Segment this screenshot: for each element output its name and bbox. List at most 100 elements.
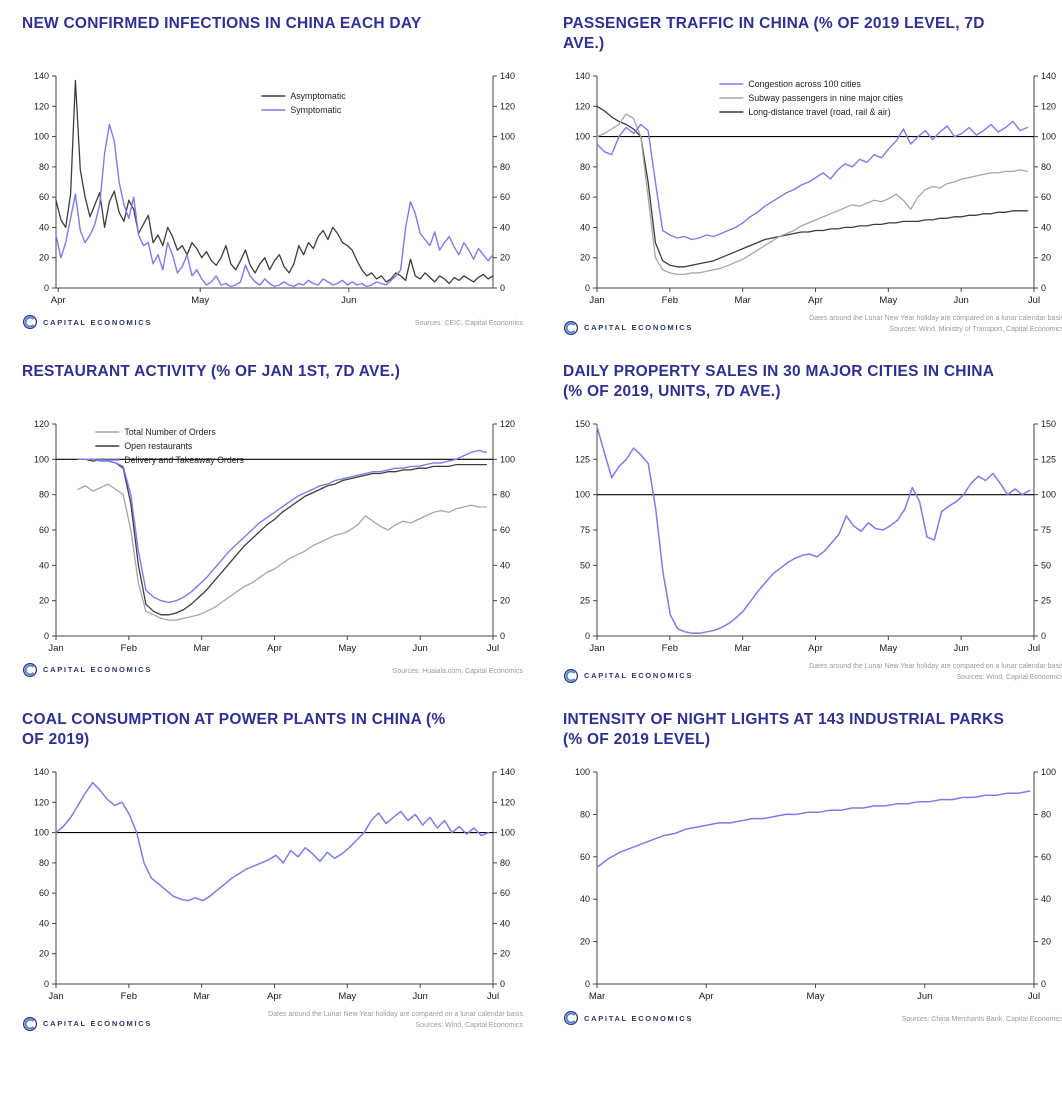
legend-label: Congestion across 100 cities	[748, 79, 861, 89]
y-tick-label: 0	[585, 283, 590, 293]
series-line	[596, 426, 1031, 635]
y-tick-label: 80	[580, 810, 590, 820]
x-tick-label: Jul	[487, 991, 499, 1002]
x-tick-label: Jul	[1028, 643, 1040, 654]
series-line	[596, 120, 1029, 241]
y-tick-label: 0	[1041, 979, 1046, 989]
x-tick-label: Jun	[953, 643, 968, 654]
brand-name: CAPITAL ECONOMICS	[584, 671, 694, 681]
plot-area: 0 0 20 20 40 40 60 60 80 80 100 100 120 120 140 140 Jan F…	[34, 767, 515, 1002]
y-tick-label: 25	[580, 596, 590, 606]
x-tick-label: Apr	[808, 643, 823, 654]
y-tick-label: 0	[585, 979, 590, 989]
y-tick-label: 40	[1041, 894, 1051, 904]
chart-card: NEW CONFIRMED INFECTIONS IN CHINA EACH D…	[22, 10, 527, 336]
x-tick-label: Apr	[808, 295, 823, 306]
y-tick-label: 0	[1041, 631, 1046, 641]
chart-note: Dates around the Lunar New Year holiday …	[268, 1011, 523, 1019]
capital-economics-logo-icon	[564, 668, 578, 683]
series-line	[55, 782, 490, 902]
y-tick-label: 60	[580, 852, 590, 862]
y-tick-label: 100	[500, 132, 515, 142]
y-tick-label: 20	[500, 949, 510, 959]
series-line	[596, 113, 1029, 276]
legend: Congestion across 100 cities Subway passe…	[719, 79, 903, 117]
chart-footer: CAPITAL ECONOMICS Dates around the Lunar…	[22, 1010, 527, 1032]
x-tick-label: Jan	[589, 643, 604, 654]
y-tick-label: 100	[575, 490, 590, 500]
series-line	[55, 79, 494, 285]
chart-footer: CAPITAL ECONOMICS Sources: China Merchan…	[563, 1010, 1062, 1026]
chart-footer: CAPITAL ECONOMICS Dates around the Lunar…	[563, 314, 1062, 336]
chart-footer: CAPITAL ECONOMICS Sources: CEIC, Capital…	[22, 314, 527, 330]
x-tick-label: Jul	[1028, 991, 1040, 1002]
x-tick-label: Feb	[121, 991, 137, 1002]
line-chart: 0 0 20 20 40 40 60 60 80 80 100 100 120 120 Jan Feb Mar A…	[34, 419, 515, 654]
y-tick-label: 0	[44, 979, 49, 989]
brand-name: CAPITAL ECONOMICS	[584, 323, 694, 333]
legend-label: Symptomatic	[290, 105, 341, 115]
x-tick-label: Apr	[699, 991, 714, 1002]
chart-note: Dates around the Lunar New Year holiday …	[809, 663, 1062, 671]
x-tick-label: Mar	[734, 295, 750, 306]
y-tick-label: 50	[1041, 561, 1051, 571]
brand: CAPITAL ECONOMICS	[563, 1010, 693, 1026]
brand-name: CAPITAL ECONOMICS	[43, 1019, 153, 1029]
y-tick-label: 60	[39, 525, 49, 535]
line-chart: 0 0 25 25 50 50 75 75 100 100 125 125 150 150 Jan Feb Ma…	[575, 419, 1056, 654]
x-tick-label: May	[338, 643, 356, 654]
chart-sources: Sources: Wind, Ministry of Transport, Ca…	[889, 326, 1062, 334]
y-tick-label: 0	[500, 979, 505, 989]
y-tick-label: 20	[580, 253, 590, 263]
plot-area: 0 0 20 20 40 40 60 60 80 80 100 100 120 120 140 140 Apr M…	[34, 71, 515, 306]
y-tick-label: 80	[500, 858, 510, 868]
y-tick-label: 120	[34, 101, 49, 111]
capital-economics-logo-icon	[564, 1011, 578, 1026]
y-tick-label: 75	[580, 525, 590, 535]
y-tick-label: 100	[34, 132, 49, 142]
legend: Asymptomatic Symptomatic	[261, 91, 346, 115]
y-tick-label: 120	[575, 102, 590, 112]
chart-title: NEW CONFIRMED INFECTIONS IN CHINA EACH D…	[22, 15, 422, 32]
brand: CAPITAL ECONOMICS	[22, 662, 152, 678]
chart-sources: Sources: Wind, Capital Economics	[415, 1022, 523, 1030]
y-tick-label: 60	[1041, 852, 1051, 862]
y-tick-label: 80	[580, 162, 590, 172]
y-tick-label: 80	[500, 490, 510, 500]
chart-card: PASSENGER TRAFFIC IN CHINA (% OF 2019 LE…	[563, 10, 1062, 336]
chart-sources: Sources: Wind, Capital Economics	[956, 674, 1062, 682]
legend-label: Open restaurants	[124, 441, 193, 451]
legend-label: Long-distance travel (road, rail & air)	[748, 107, 890, 117]
y-tick-label: 50	[580, 561, 590, 571]
y-tick-label: 0	[585, 631, 590, 641]
x-tick-label: Jan	[589, 295, 604, 306]
y-tick-label: 0	[1041, 283, 1046, 293]
y-tick-label: 100	[575, 767, 590, 777]
y-tick-label: 120	[34, 798, 49, 808]
chart-footer: CAPITAL ECONOMICS Dates around the Lunar…	[563, 662, 1062, 684]
x-tick-label: Jan	[48, 991, 63, 1002]
chart-title: PASSENGER TRAFFIC IN CHINA (% OF 2019 LE…	[563, 15, 985, 53]
x-tick-label: Jul	[1028, 295, 1040, 306]
y-tick-label: 100	[500, 828, 515, 838]
brand-name: CAPITAL ECONOMICS	[43, 317, 153, 327]
capital-economics-logo-icon	[23, 1016, 37, 1031]
y-tick-label: 60	[39, 888, 49, 898]
chart-sources-block: Sources: China Merchants Bank, Capital E…	[902, 1015, 1062, 1026]
chart-sources: Sources: Hualala.com, Capital Economics	[392, 668, 523, 676]
y-tick-label: 20	[1041, 253, 1051, 263]
y-tick-label: 80	[1041, 810, 1051, 820]
y-tick-label: 0	[500, 283, 505, 293]
y-tick-label: 20	[39, 949, 49, 959]
legend-label: Subway passengers in nine major cities	[748, 93, 903, 103]
brand-name: CAPITAL ECONOMICS	[584, 1013, 694, 1023]
chart-card: COAL CONSUMPTION AT POWER PLANTS IN CHIN…	[22, 706, 527, 1032]
y-tick-label: 100	[1041, 767, 1056, 777]
y-tick-label: 140	[500, 767, 515, 777]
y-tick-label: 60	[500, 192, 510, 202]
chart-sources-block: Sources: Hualala.com, Capital Economics	[393, 667, 523, 678]
y-tick-label: 25	[1041, 596, 1051, 606]
y-tick-label: 120	[1041, 102, 1056, 112]
x-tick-label: Apr	[267, 991, 282, 1002]
plot-area: 0 0 20 20 40 40 60 60 80 80 100 100 Mar Apr May Jun Jul	[575, 767, 1056, 1002]
